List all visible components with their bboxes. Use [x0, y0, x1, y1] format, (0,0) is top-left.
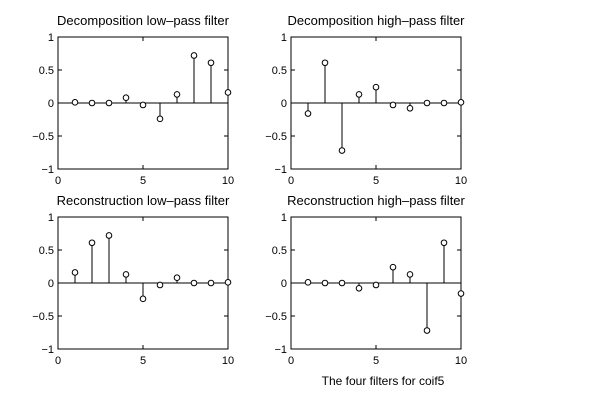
y-tick-label: −0.5 — [265, 311, 287, 323]
y-tick-label: 0 — [48, 278, 54, 290]
y-tick-label: 1 — [48, 212, 54, 224]
stem-marker — [321, 59, 329, 67]
y-tick-label: 0.5 — [272, 65, 287, 77]
x-tick-label: 5 — [140, 175, 146, 187]
stem-marker — [122, 271, 130, 278]
stem-marker — [372, 281, 380, 289]
x-tick-label: 5 — [140, 355, 146, 367]
stem-marker — [355, 284, 363, 292]
stem-marker — [389, 101, 397, 109]
x-tick-label: 0 — [55, 355, 61, 367]
stem-marker — [88, 99, 96, 107]
y-tick-label: −1 — [274, 344, 287, 356]
y-tick-label: −0.5 — [265, 131, 287, 143]
x-tick-label: 5 — [373, 175, 379, 187]
y-tick-label: 0 — [281, 278, 287, 290]
stem-marker — [88, 239, 96, 247]
stem-marker — [71, 99, 79, 106]
stem-marker — [207, 59, 215, 67]
stem-marker — [440, 99, 448, 107]
y-tick-label: −1 — [41, 164, 54, 176]
stem-marker — [71, 269, 79, 276]
stem-marker — [440, 239, 448, 247]
y-tick-label: 0 — [281, 98, 287, 110]
y-tick-label: −1 — [41, 344, 54, 356]
stem-marker — [173, 274, 181, 282]
y-tick-label: 1 — [281, 32, 287, 44]
subplot-title: Decomposition high–pass filter — [287, 13, 465, 28]
x-tick-label: 0 — [288, 175, 294, 187]
stem-marker — [105, 232, 113, 239]
stem-marker — [156, 115, 164, 123]
stem-marker — [355, 91, 363, 98]
stem-marker — [156, 281, 164, 289]
stem-marker — [224, 279, 232, 286]
stem-marker — [139, 295, 147, 303]
y-tick-label: 1 — [48, 32, 54, 44]
x-tick-label: 5 — [373, 355, 379, 367]
stem-marker — [304, 110, 312, 117]
stem-marker — [321, 279, 329, 287]
x-tick-label: 10 — [455, 355, 467, 367]
x-tick-label: 10 — [455, 175, 467, 187]
y-tick-label: 0.5 — [39, 65, 54, 77]
figure-caption: The four filters for coif5 — [322, 374, 445, 388]
stem-marker — [190, 279, 198, 287]
stem-marker — [173, 91, 181, 98]
x-tick-label: 0 — [288, 355, 294, 367]
y-tick-label: −0.5 — [32, 311, 54, 323]
stem-marker — [105, 99, 113, 107]
stem-marker — [224, 89, 232, 96]
stem-marker — [423, 327, 431, 334]
stem-marker — [389, 263, 397, 271]
x-tick-label: 10 — [222, 355, 234, 367]
stem-marker — [338, 279, 346, 287]
subplot-title: Reconstruction low–pass filter — [57, 193, 230, 208]
stem-marker — [190, 52, 198, 59]
stem-marker — [406, 104, 414, 112]
stem-marker — [139, 101, 147, 109]
subplot-title: Reconstruction high–pass filter — [287, 193, 465, 208]
stem-marker — [122, 94, 130, 102]
y-tick-label: −1 — [274, 164, 287, 176]
y-tick-label: −0.5 — [32, 131, 54, 143]
stem-marker — [372, 83, 380, 91]
stem-marker — [423, 99, 431, 107]
stem-marker — [338, 147, 346, 154]
stem-marker — [457, 290, 465, 297]
stem-marker — [406, 271, 414, 278]
stem-marker — [304, 279, 312, 286]
subplot-title: Decomposition low–pass filter — [57, 13, 230, 28]
y-tick-label: 0.5 — [39, 245, 54, 257]
y-tick-label: 1 — [281, 212, 287, 224]
y-tick-label: 0 — [48, 98, 54, 110]
y-tick-label: 0.5 — [272, 245, 287, 257]
stem-marker — [457, 99, 465, 106]
stem-marker — [207, 279, 215, 287]
x-tick-label: 10 — [222, 175, 234, 187]
x-tick-label: 0 — [55, 175, 61, 187]
